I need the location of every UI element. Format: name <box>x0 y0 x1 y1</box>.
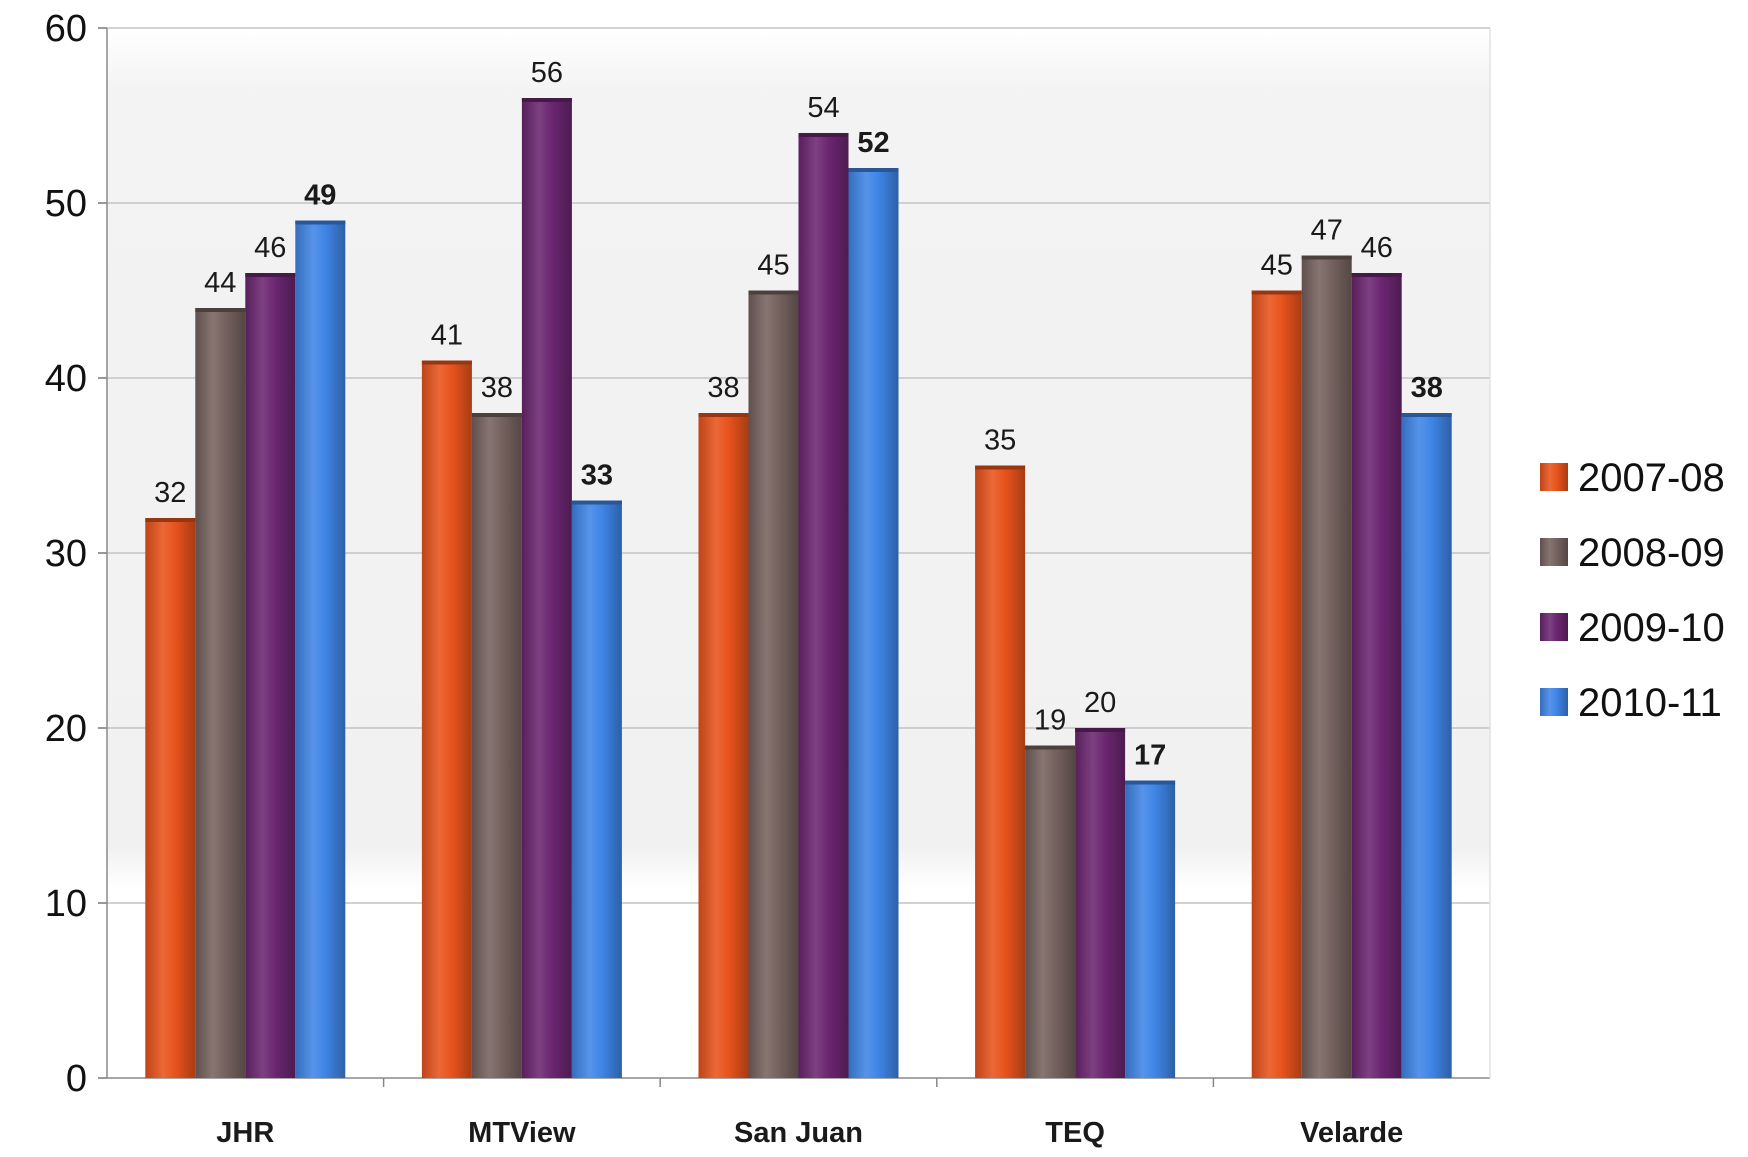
y-tick-label: 0 <box>66 1058 87 1100</box>
data-label: 17 <box>1134 740 1166 772</box>
bar <box>1025 745 1076 1078</box>
bar <box>1401 413 1452 1078</box>
bar <box>848 168 899 1078</box>
bar <box>521 98 572 1078</box>
legend-label: 2007-08 <box>1578 456 1725 500</box>
bar-top-edge <box>1125 780 1176 785</box>
bar-top-edge <box>421 360 472 365</box>
legend-swatch <box>1540 463 1568 491</box>
data-labels: 32 44 46 49 41 38 56 33 38 45 54 52 35 19 20 17 45 47 46 38 <box>154 57 1443 772</box>
data-label: 38 <box>1411 372 1443 404</box>
bar <box>1125 780 1176 1078</box>
legend-label: 2010-11 <box>1578 681 1722 725</box>
bar-top-edge <box>195 308 246 312</box>
bar <box>1351 273 1402 1078</box>
bar-top-edge <box>1251 290 1302 295</box>
x-category-label: TEQ <box>1045 1117 1105 1149</box>
y-tick-label: 40 <box>45 358 87 400</box>
bar <box>798 133 849 1078</box>
data-label: 46 <box>254 232 286 264</box>
data-label: 20 <box>1084 687 1116 719</box>
legend-swatch <box>1540 538 1568 566</box>
y-tick-label: 60 <box>45 8 87 50</box>
x-category-label: Velarde <box>1300 1117 1403 1149</box>
data-label: 35 <box>984 425 1016 457</box>
bar-top-edge <box>975 465 1026 470</box>
bar-top-edge <box>1025 745 1076 750</box>
y-tick-label: 30 <box>45 533 87 575</box>
x-category-label: MTView <box>468 1117 576 1149</box>
data-label: 41 <box>431 320 463 352</box>
data-label: 38 <box>707 372 739 404</box>
bar-top-edge <box>571 500 622 505</box>
bar-top-edge <box>521 98 572 102</box>
data-label: 32 <box>154 477 186 509</box>
y-tick-label: 10 <box>45 883 87 925</box>
y-tick-label: 20 <box>45 708 87 750</box>
legend-label: 2008-09 <box>1578 531 1725 575</box>
bar <box>1301 255 1352 1078</box>
bar-top-edge <box>698 413 749 417</box>
bar <box>295 220 346 1078</box>
bar <box>698 413 749 1078</box>
bar-top-edge <box>848 168 899 172</box>
axes: 0 10 20 30 40 50 60 JHR MTView San Juan TEQ Velarde <box>45 8 1491 1149</box>
legend: 2007-08 2008-09 2009-10 2010-11 <box>1540 456 1725 725</box>
data-label: 45 <box>757 250 789 282</box>
bar-top-edge <box>1351 273 1402 277</box>
bar-top-edge <box>245 273 296 277</box>
bar <box>1075 728 1126 1078</box>
legend-swatch <box>1540 613 1568 641</box>
data-label: 54 <box>807 92 839 124</box>
data-label: 45 <box>1261 250 1293 282</box>
bar <box>245 273 296 1078</box>
bar <box>748 290 799 1078</box>
x-category-label: San Juan <box>734 1117 863 1149</box>
bar <box>145 518 196 1078</box>
bar-top-edge <box>1075 728 1126 732</box>
data-label: 46 <box>1361 232 1393 264</box>
bar-top-edge <box>1301 255 1352 260</box>
bar <box>975 465 1026 1078</box>
data-label: 38 <box>481 372 513 404</box>
bar-top-edge <box>145 518 196 522</box>
bar <box>195 308 246 1078</box>
bar <box>1251 290 1302 1078</box>
data-label: 52 <box>857 127 889 159</box>
data-label: 49 <box>304 180 336 212</box>
data-label: 33 <box>581 460 613 492</box>
y-tick-label: 50 <box>45 183 87 225</box>
bar <box>421 360 472 1078</box>
data-label: 44 <box>204 267 236 299</box>
bar <box>471 413 522 1078</box>
bar-top-edge <box>1401 413 1452 417</box>
bars <box>145 98 1452 1078</box>
data-label: 19 <box>1034 705 1066 737</box>
bar-top-edge <box>798 133 849 137</box>
bar-top-edge <box>295 220 346 225</box>
data-label: 56 <box>531 57 563 89</box>
x-category-label: JHR <box>216 1117 274 1149</box>
legend-swatch <box>1540 688 1568 716</box>
data-label: 47 <box>1311 215 1343 247</box>
legend-label: 2009-10 <box>1578 606 1725 650</box>
bar-top-edge <box>748 290 799 295</box>
bar-top-edge <box>471 413 522 417</box>
bar <box>571 500 622 1078</box>
